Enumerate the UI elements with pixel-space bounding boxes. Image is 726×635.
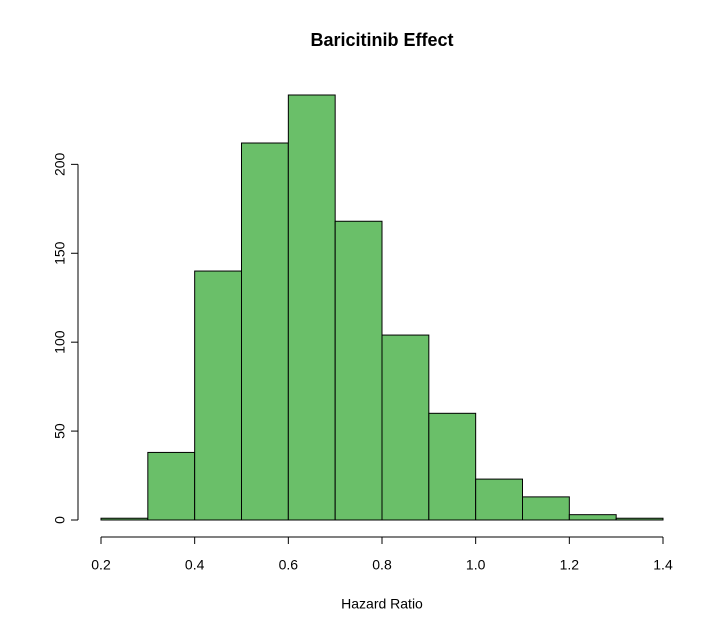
- x-tick-label: 1.2: [560, 557, 580, 573]
- bar: [241, 142, 289, 521]
- bar: [381, 334, 430, 521]
- x-tick-label: 0.2: [91, 557, 111, 573]
- y-tick-label: 50: [52, 423, 68, 439]
- bar: [334, 220, 383, 521]
- bar: [615, 517, 664, 521]
- x-tick-label: 1.0: [466, 557, 486, 573]
- x-tick-label: 0.4: [185, 557, 205, 573]
- x-tick-label: 0.6: [279, 557, 299, 573]
- bar: [194, 270, 243, 521]
- x-tick-label: 0.8: [372, 557, 392, 573]
- y-tick-label: 150: [52, 241, 68, 265]
- bar: [475, 478, 523, 521]
- bar: [522, 496, 570, 521]
- y-tick-label: 200: [52, 152, 68, 176]
- chart-title: Baricitinib Effect: [310, 30, 453, 50]
- x-axis-label: Hazard Ratio: [341, 596, 423, 612]
- bar: [568, 514, 617, 521]
- bar: [428, 412, 477, 521]
- y-tick-label: 0: [52, 516, 68, 524]
- bar: [287, 94, 336, 521]
- bar: [147, 451, 196, 521]
- bar: [100, 517, 149, 521]
- x-tick-label: 1.4: [653, 557, 673, 573]
- y-tick-label: 100: [52, 330, 68, 354]
